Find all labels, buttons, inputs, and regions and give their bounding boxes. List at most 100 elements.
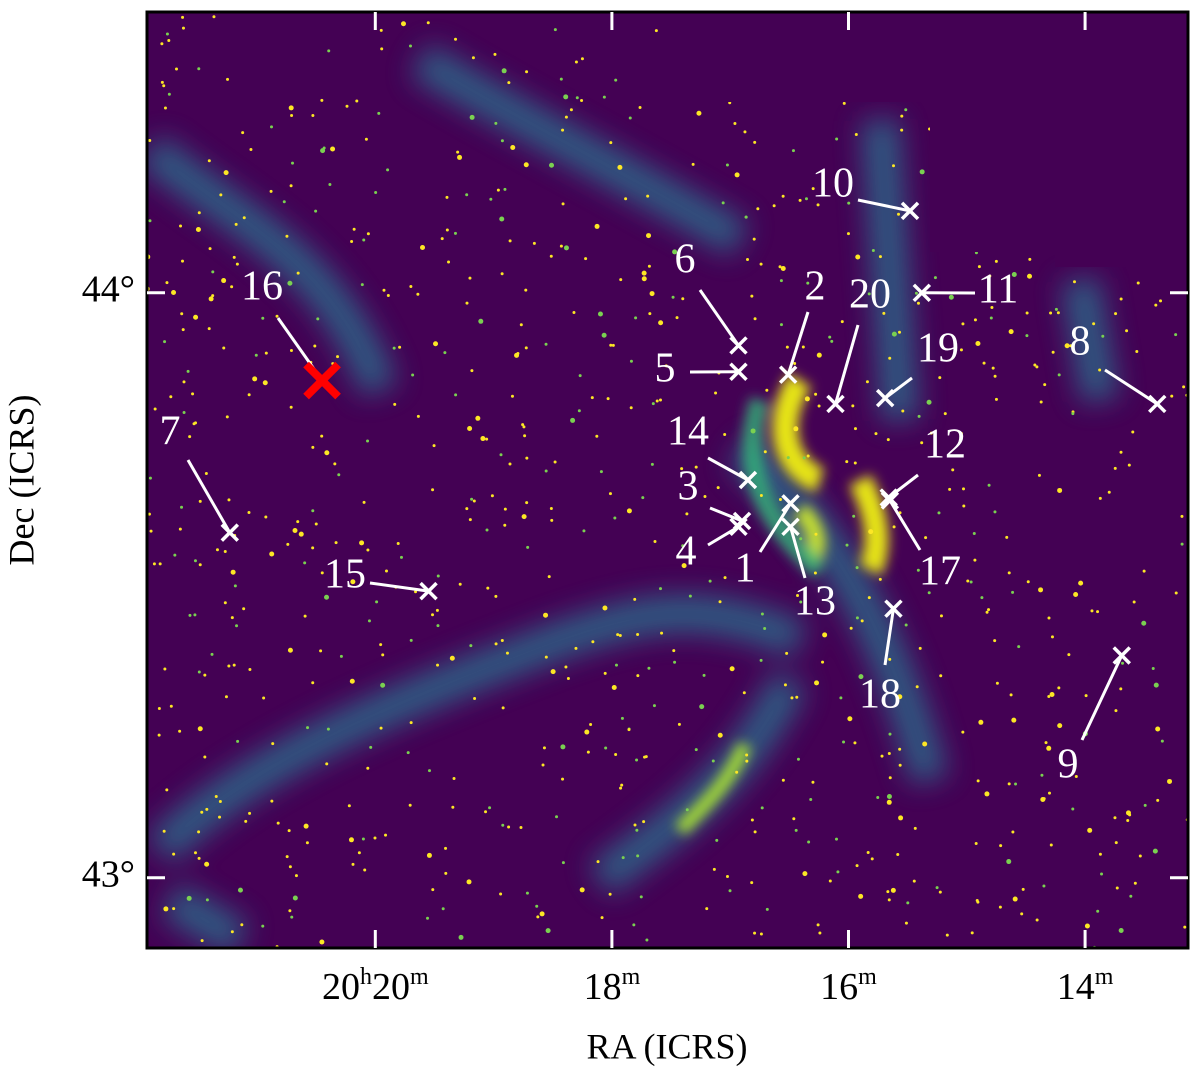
star [298, 531, 304, 537]
star [524, 346, 528, 350]
star [327, 49, 331, 53]
star [319, 939, 325, 945]
star [1114, 709, 1118, 713]
star [249, 147, 253, 151]
star [465, 193, 469, 197]
star [811, 187, 815, 191]
star [1071, 807, 1075, 811]
star [193, 613, 197, 617]
star [316, 317, 320, 321]
star [705, 907, 709, 911]
star [721, 201, 725, 205]
star [500, 139, 504, 143]
star [235, 624, 239, 628]
star [696, 110, 702, 116]
star [906, 901, 910, 905]
star [654, 29, 658, 33]
star [608, 492, 612, 496]
star [431, 888, 435, 892]
star [525, 456, 529, 460]
star [1035, 365, 1039, 369]
star [1142, 569, 1146, 573]
star [772, 204, 776, 208]
star [839, 696, 843, 700]
star [860, 619, 864, 623]
star [306, 726, 310, 730]
star [917, 414, 921, 418]
star [987, 608, 991, 612]
point-label: 16 [241, 264, 283, 310]
star [878, 255, 882, 259]
star [898, 815, 904, 821]
star [746, 258, 750, 262]
star [452, 776, 456, 780]
star [237, 887, 243, 893]
star [207, 327, 211, 331]
star [888, 356, 892, 360]
x-tick-label: 20h20m [322, 964, 429, 1008]
star [269, 189, 273, 193]
star [507, 825, 511, 829]
star [311, 445, 315, 449]
star [898, 330, 902, 334]
star [445, 228, 449, 232]
star [614, 753, 618, 757]
star [411, 373, 415, 377]
star [978, 719, 984, 725]
star [621, 856, 625, 860]
star [379, 28, 383, 32]
star [230, 285, 234, 289]
star [1020, 912, 1024, 916]
star [232, 663, 236, 667]
star [1133, 881, 1137, 885]
star [599, 470, 603, 474]
point-label: 15 [324, 552, 366, 598]
star [779, 323, 783, 327]
star [716, 486, 720, 490]
star [920, 441, 924, 445]
star [711, 759, 715, 763]
star [853, 741, 857, 745]
star [577, 409, 581, 413]
star [470, 369, 474, 373]
leader-line [758, 502, 792, 553]
star [503, 523, 507, 527]
star [970, 931, 974, 935]
star [458, 934, 464, 940]
star [158, 562, 162, 566]
star [406, 751, 410, 755]
star [426, 916, 430, 920]
star [443, 351, 447, 355]
star [550, 518, 554, 522]
star [252, 376, 258, 382]
star [876, 796, 880, 800]
star [153, 407, 157, 411]
star [939, 614, 943, 618]
star [759, 658, 763, 662]
star [193, 851, 197, 855]
star [922, 741, 928, 747]
star [759, 262, 763, 266]
star [926, 399, 932, 405]
marker [1112, 646, 1131, 665]
star [1119, 297, 1123, 301]
star [361, 837, 365, 841]
star [1073, 592, 1079, 598]
star [760, 612, 764, 616]
star [887, 751, 891, 755]
star [1044, 741, 1048, 745]
star [993, 510, 997, 514]
star [733, 122, 737, 126]
star [1129, 894, 1133, 898]
star [1167, 778, 1173, 784]
star [811, 780, 815, 784]
star [659, 587, 663, 591]
star [924, 536, 928, 540]
star [818, 931, 822, 935]
star [1074, 775, 1078, 779]
star [1005, 535, 1009, 539]
star [681, 297, 685, 301]
star [375, 600, 379, 604]
star [326, 727, 330, 731]
star [349, 678, 355, 684]
